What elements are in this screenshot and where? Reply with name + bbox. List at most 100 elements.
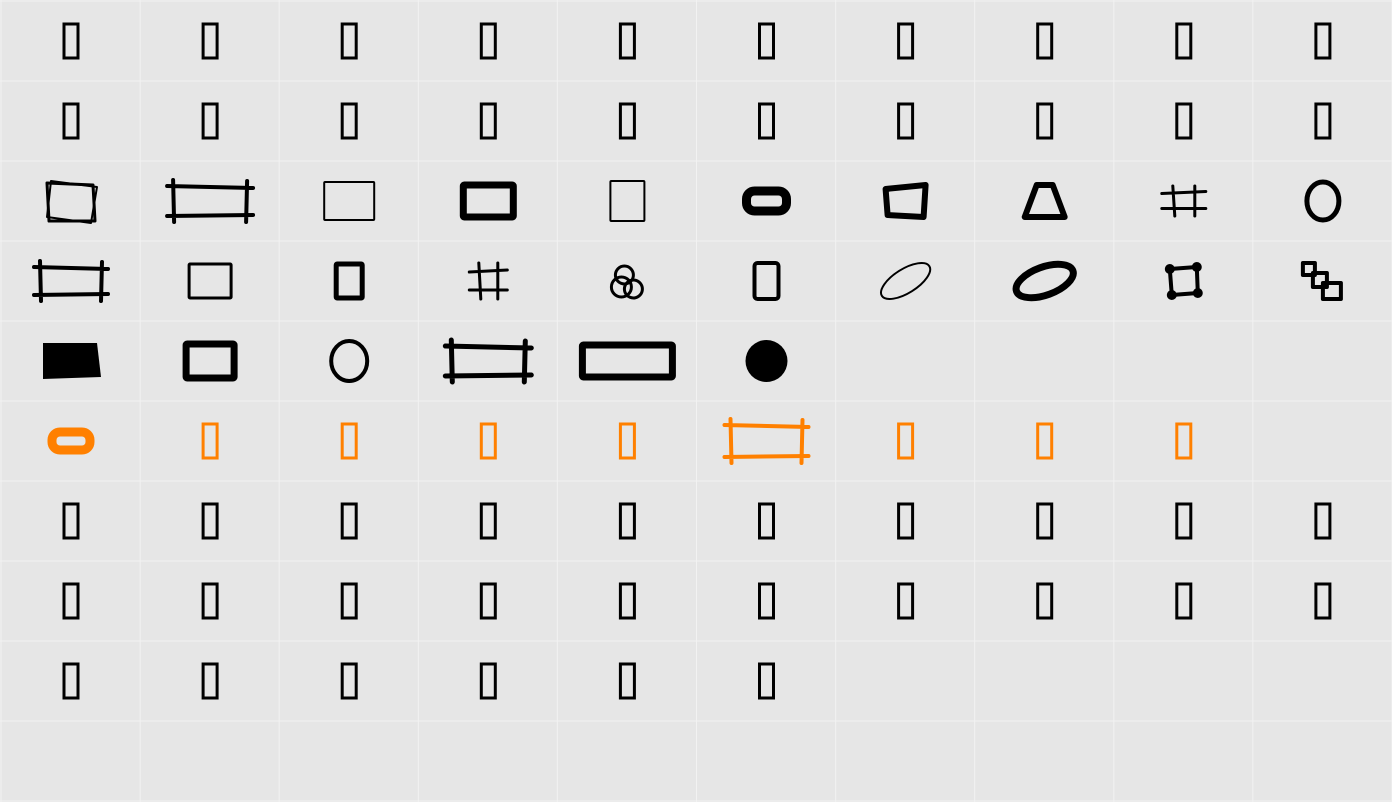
glyph-stroke (1314, 502, 1332, 540)
glyph (882, 182, 929, 220)
glyph (897, 582, 915, 620)
glyph-stroke (62, 582, 80, 620)
glyph (62, 582, 80, 620)
glyph-stroke (1314, 582, 1332, 620)
glyph-stroke (578, 341, 676, 381)
glyph (1314, 102, 1332, 140)
glyph (201, 422, 219, 460)
glyph (62, 662, 80, 700)
glyph (467, 261, 509, 301)
glyph (1304, 179, 1342, 223)
glyph (340, 422, 358, 460)
glyph-stroke (752, 261, 781, 301)
glyph-stroke (897, 502, 915, 540)
glyph (745, 340, 788, 382)
glyph-stroke (187, 262, 233, 300)
glyph-stroke (897, 582, 915, 620)
glyph-stroke (618, 22, 636, 60)
glyph-stroke (1314, 102, 1332, 140)
glyph (618, 502, 636, 540)
glyph (880, 262, 932, 300)
glyph-stroke (340, 662, 358, 700)
glyph (1036, 502, 1054, 540)
glyph (758, 102, 775, 140)
glyph (618, 582, 636, 620)
glyph-stroke (897, 102, 915, 140)
glyph-stroke (897, 22, 915, 60)
glyph-fill (43, 343, 101, 379)
glyph (479, 582, 497, 620)
glyph (1036, 422, 1054, 460)
glyph (479, 502, 497, 540)
glyph-stroke (479, 502, 497, 540)
glyph-stroke (201, 582, 219, 620)
glyph (1036, 582, 1054, 620)
glyph-stroke (479, 422, 497, 460)
glyph-stroke (758, 582, 775, 620)
glyph (1175, 582, 1193, 620)
glyph (1036, 102, 1054, 140)
glyph-stroke (1314, 22, 1332, 60)
glyph (62, 502, 80, 540)
glyph-stroke (182, 340, 238, 382)
glyph-fill (1164, 264, 1175, 274)
glyph (618, 102, 636, 140)
glyph (758, 662, 775, 700)
glyph-stroke (479, 582, 497, 620)
glyph (165, 178, 256, 224)
glyph (201, 102, 219, 140)
glyph-stroke (742, 186, 791, 216)
glyph-stroke (1175, 582, 1193, 620)
glyph-stroke (329, 339, 370, 383)
glyph-fill (1191, 262, 1202, 272)
glyph (758, 582, 775, 620)
glyph-stroke (609, 275, 633, 299)
glyph-stroke (1175, 502, 1193, 540)
glyph (45, 180, 98, 224)
glyph (182, 340, 238, 382)
glyph (442, 337, 534, 385)
glyph-stroke (201, 422, 219, 460)
glyph (187, 262, 233, 300)
glyph (340, 22, 358, 60)
glyph (1314, 22, 1332, 60)
glyph (618, 422, 636, 460)
glyph (479, 662, 497, 700)
glyph (742, 186, 791, 216)
glyph-stroke (32, 259, 110, 303)
glyph-stroke (758, 662, 775, 700)
glyph (758, 22, 775, 60)
glyph-stroke (323, 181, 376, 221)
glyph (62, 102, 80, 140)
glyph-stroke (880, 262, 932, 300)
glyph (1175, 502, 1193, 540)
glyph-stroke (1036, 22, 1054, 60)
glyph (1314, 502, 1332, 540)
glyph-stroke (722, 417, 811, 465)
glyph-stroke (62, 102, 80, 140)
glyph (752, 261, 781, 301)
glyph (758, 502, 775, 540)
glyph (897, 422, 915, 460)
glyph-stroke (1036, 102, 1054, 140)
glyph-stroke (201, 502, 219, 540)
glyph-stroke (1300, 261, 1317, 277)
glyph (897, 102, 915, 140)
glyph (459, 181, 517, 221)
glyph-stroke (609, 180, 646, 222)
glyph (62, 22, 80, 60)
glyph (340, 102, 358, 140)
glyph (897, 22, 915, 60)
glyph-stroke (62, 662, 80, 700)
glyph (578, 341, 676, 381)
glyph (479, 422, 497, 460)
glyph-stroke (1175, 22, 1193, 60)
glyph (47, 427, 95, 455)
glyph-stroke (340, 582, 358, 620)
glyph (323, 181, 376, 221)
glyph (32, 259, 110, 303)
glyph (43, 343, 101, 379)
glyph-stroke (479, 662, 497, 700)
glyph-stroke (1012, 260, 1077, 302)
